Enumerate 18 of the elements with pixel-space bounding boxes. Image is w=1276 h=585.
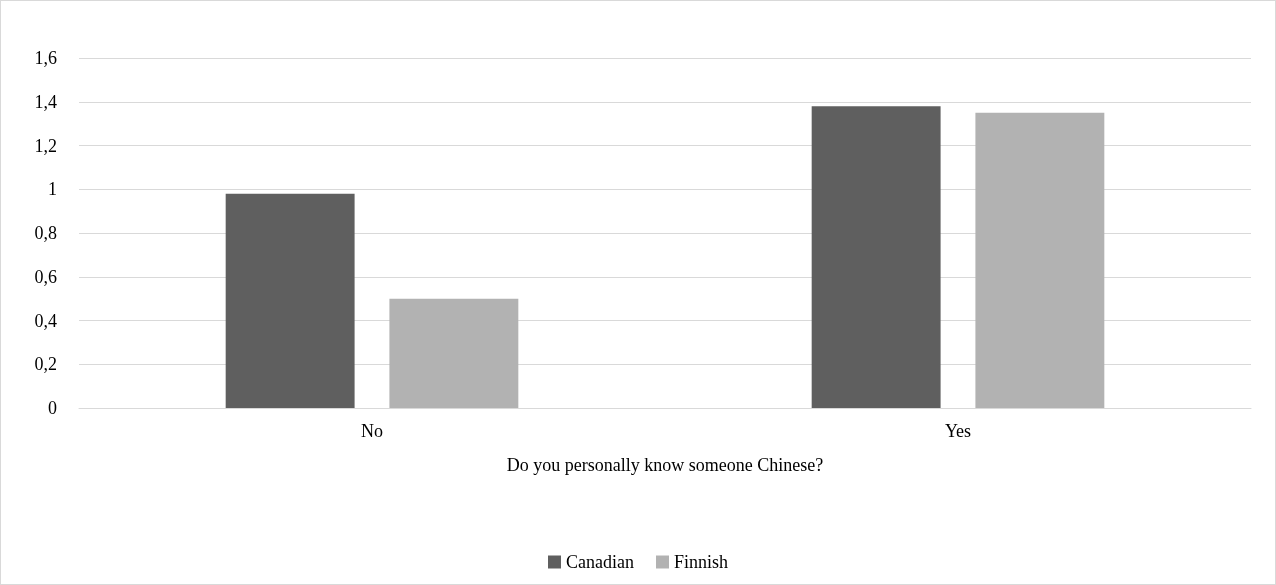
- bar: [389, 298, 519, 408]
- x-tick-label: Yes: [944, 421, 972, 441]
- legend-label: Finnish: [673, 552, 729, 572]
- x-tick-label: No: [361, 421, 383, 441]
- y-tick-label: 0,2: [34, 354, 57, 375]
- bar: [225, 193, 355, 408]
- y-tick-label: 0,8: [34, 223, 57, 243]
- y-tick-label: 1,2: [34, 135, 57, 156]
- x-axis-title: Do you personally know someone Chinese?: [506, 455, 824, 475]
- y-tick-label: 1,4: [34, 91, 57, 112]
- y-tick-label: 0,6: [34, 266, 57, 287]
- y-tick-label: 0,4: [34, 310, 57, 331]
- y-tick-label: 1,6: [34, 48, 57, 68]
- y-tick-label: 0: [48, 398, 57, 418]
- legend-label: Canadian: [566, 552, 634, 572]
- bar: [975, 112, 1105, 408]
- y-tick-label: 1: [48, 179, 57, 200]
- bar: [811, 106, 941, 408]
